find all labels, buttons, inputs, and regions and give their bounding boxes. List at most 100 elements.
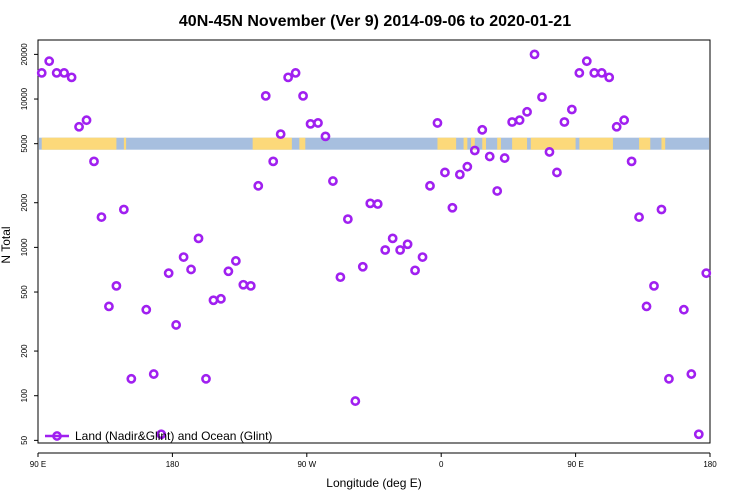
data-point bbox=[477, 124, 488, 135]
data-point bbox=[305, 118, 316, 129]
data-point bbox=[74, 121, 84, 132]
data-point bbox=[283, 72, 294, 83]
data-point bbox=[693, 429, 704, 440]
y-tick-label: 100 bbox=[20, 388, 29, 402]
data-point bbox=[104, 301, 114, 312]
data-point bbox=[469, 145, 480, 156]
data-point bbox=[66, 72, 77, 83]
data-point bbox=[454, 169, 465, 180]
data-point bbox=[372, 199, 383, 209]
land-ocean-band bbox=[39, 137, 709, 150]
data-point bbox=[126, 373, 137, 384]
y-tick-label: 1000 bbox=[20, 238, 29, 256]
y-tick-label: 20000 bbox=[20, 43, 29, 66]
data-point bbox=[678, 304, 689, 315]
band-land-segment bbox=[512, 137, 528, 150]
data-point bbox=[253, 180, 264, 191]
data-point bbox=[686, 369, 697, 379]
data-point bbox=[238, 279, 249, 290]
data-point bbox=[320, 131, 331, 142]
data-point bbox=[626, 156, 637, 167]
data-point bbox=[462, 161, 473, 172]
x-tick-label: 180 bbox=[166, 460, 180, 469]
data-point bbox=[380, 245, 391, 255]
data-point bbox=[507, 117, 518, 127]
data-point bbox=[163, 268, 174, 279]
data-point bbox=[298, 90, 308, 101]
data-point bbox=[387, 233, 398, 244]
band-land-segment bbox=[471, 137, 475, 150]
band-land-segment bbox=[299, 137, 306, 150]
data-point bbox=[499, 153, 510, 163]
data-point bbox=[447, 202, 458, 213]
y-tick-label: 500 bbox=[20, 285, 29, 299]
data-point bbox=[230, 256, 241, 266]
data-point bbox=[522, 106, 532, 117]
data-point bbox=[552, 167, 562, 178]
data-point bbox=[634, 212, 644, 222]
data-point bbox=[649, 280, 659, 291]
data-point bbox=[514, 115, 525, 126]
data-point bbox=[537, 92, 547, 103]
data-point bbox=[111, 280, 122, 291]
data-point bbox=[641, 301, 652, 312]
data-point bbox=[664, 373, 674, 384]
data-points bbox=[36, 49, 712, 440]
data-point bbox=[275, 129, 286, 140]
data-point bbox=[96, 212, 107, 222]
band-land-segment bbox=[437, 137, 457, 150]
data-point bbox=[365, 198, 376, 209]
x-tick-label: 180 bbox=[703, 460, 717, 469]
data-point bbox=[432, 118, 443, 128]
y-tick-label: 2000 bbox=[20, 193, 29, 211]
band-land-segment bbox=[123, 137, 127, 150]
data-point bbox=[268, 156, 279, 167]
band-land-segment bbox=[639, 137, 651, 150]
data-point bbox=[350, 396, 361, 406]
data-point bbox=[208, 295, 219, 306]
data-point bbox=[425, 180, 435, 191]
data-point bbox=[156, 429, 167, 440]
data-point bbox=[44, 56, 55, 67]
x-tick-label: 90 E bbox=[567, 460, 583, 469]
data-point bbox=[178, 252, 189, 262]
data-point bbox=[492, 186, 503, 196]
x-tick-label: 90 W bbox=[297, 460, 316, 469]
data-point bbox=[544, 147, 555, 157]
band-land-segment bbox=[252, 137, 292, 150]
legend-marker bbox=[52, 431, 62, 441]
data-point bbox=[529, 49, 540, 60]
data-point bbox=[223, 266, 234, 277]
data-point bbox=[89, 156, 99, 167]
y-axis-ticks: 50 100 200 500 1000 2000 5000 10000 20000 bbox=[20, 43, 38, 445]
x-axis-ticks: 90 E 180 90 W 0 90 E 180 bbox=[30, 453, 717, 469]
x-axis-label: Longitude (deg E) bbox=[326, 476, 421, 490]
data-point bbox=[559, 117, 570, 127]
data-point bbox=[118, 204, 129, 215]
data-point bbox=[484, 151, 495, 162]
data-point bbox=[574, 68, 585, 78]
data-point bbox=[581, 56, 592, 67]
data-point bbox=[148, 369, 159, 379]
data-point bbox=[51, 68, 62, 78]
data-point bbox=[245, 280, 256, 291]
data-point bbox=[36, 68, 47, 78]
data-point bbox=[260, 90, 271, 101]
chart-title: 40N-45N November (Ver 9) 2014-09-06 to 2… bbox=[179, 13, 571, 30]
data-point bbox=[141, 304, 152, 315]
data-point bbox=[186, 264, 196, 275]
y-axis-label: N Total bbox=[0, 226, 13, 263]
data-point bbox=[216, 293, 226, 304]
band-land-segment bbox=[463, 137, 468, 150]
data-point bbox=[566, 104, 577, 115]
data-point bbox=[596, 68, 607, 78]
legend-label: Land (Nadir&Glint) and Ocean (Glint) bbox=[75, 429, 272, 443]
data-point bbox=[701, 268, 712, 279]
data-point bbox=[604, 72, 615, 83]
data-point bbox=[171, 320, 182, 330]
data-point bbox=[440, 167, 450, 178]
band-land-segment bbox=[661, 137, 666, 150]
data-point bbox=[290, 68, 301, 78]
data-point bbox=[59, 68, 70, 78]
